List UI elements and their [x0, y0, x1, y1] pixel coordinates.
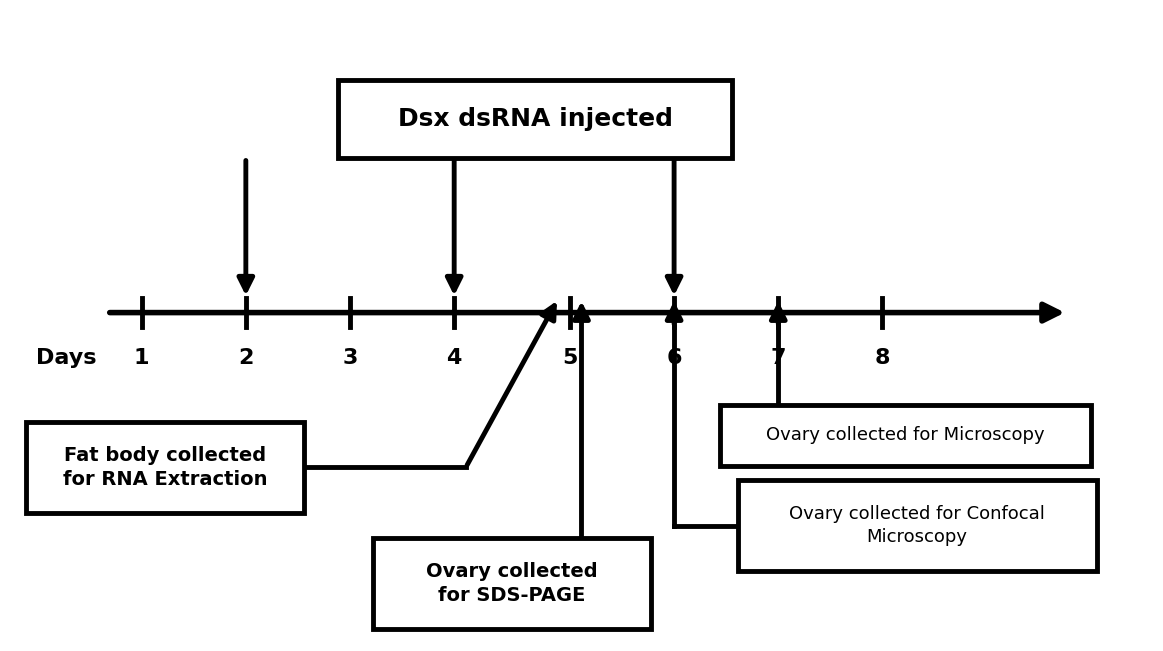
Text: Ovary collected for Microscopy: Ovary collected for Microscopy	[766, 426, 1044, 444]
Text: 4: 4	[447, 348, 462, 368]
Text: 6: 6	[666, 348, 682, 368]
Text: Days: Days	[36, 348, 97, 368]
Text: 3: 3	[342, 348, 358, 368]
Text: Ovary collected
for SDS-PAGE: Ovary collected for SDS-PAGE	[427, 562, 598, 605]
FancyBboxPatch shape	[338, 80, 732, 158]
FancyBboxPatch shape	[373, 538, 651, 629]
Text: 2: 2	[238, 348, 254, 368]
Text: 5: 5	[562, 348, 578, 368]
FancyBboxPatch shape	[737, 480, 1097, 571]
Text: Ovary collected for Confocal
Microscopy: Ovary collected for Confocal Microscopy	[790, 505, 1046, 546]
Text: 1: 1	[134, 348, 149, 368]
Text: 8: 8	[875, 348, 890, 368]
Text: Fat body collected
for RNA Extraction: Fat body collected for RNA Extraction	[63, 446, 267, 489]
Text: Dsx dsRNA injected: Dsx dsRNA injected	[398, 107, 672, 131]
Text: 7: 7	[771, 348, 786, 368]
FancyBboxPatch shape	[720, 404, 1091, 466]
FancyBboxPatch shape	[26, 422, 304, 513]
